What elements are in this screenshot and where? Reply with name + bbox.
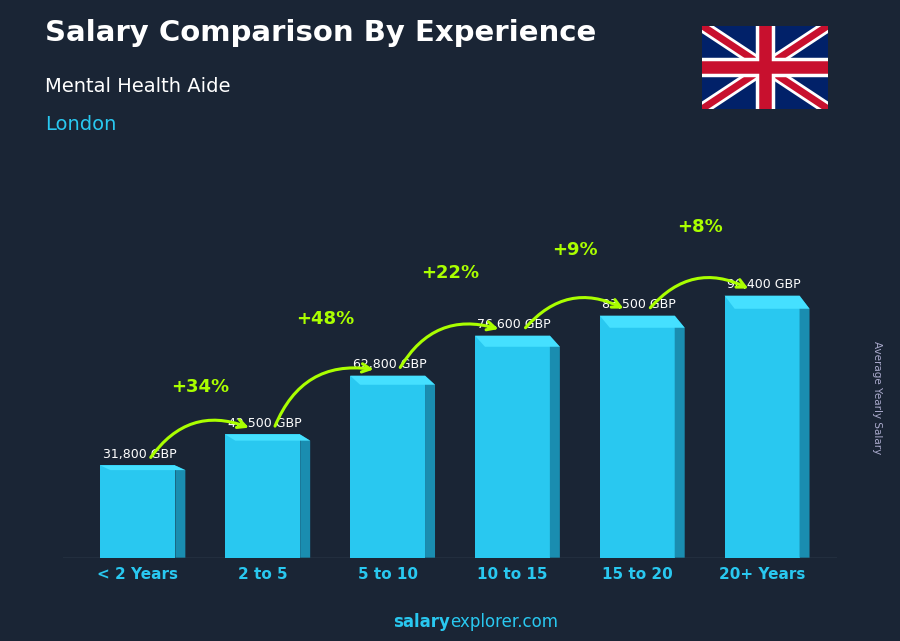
Polygon shape [550,336,560,558]
Text: +48%: +48% [296,310,355,328]
Polygon shape [475,336,560,347]
Text: 83,500 GBP: 83,500 GBP [602,298,676,312]
Text: Mental Health Aide: Mental Health Aide [45,77,230,96]
Polygon shape [350,376,425,558]
Polygon shape [799,296,809,558]
Polygon shape [176,465,185,558]
Polygon shape [425,376,435,558]
Text: Average Yearly Salary: Average Yearly Salary [872,341,883,454]
Polygon shape [475,336,550,558]
Polygon shape [101,465,185,470]
Text: +34%: +34% [171,378,230,395]
Text: +22%: +22% [421,264,479,282]
Text: salary: salary [393,613,450,631]
Text: London: London [45,115,116,135]
Text: explorer.com: explorer.com [450,613,558,631]
Polygon shape [599,315,685,328]
Polygon shape [599,315,675,558]
Text: 62,800 GBP: 62,800 GBP [353,358,427,371]
Text: 90,400 GBP: 90,400 GBP [727,278,801,291]
Polygon shape [675,315,685,558]
Text: Salary Comparison By Experience: Salary Comparison By Experience [45,19,596,47]
Polygon shape [225,435,301,558]
Polygon shape [225,435,310,440]
Text: 31,800 GBP: 31,800 GBP [103,448,176,461]
Text: 76,600 GBP: 76,600 GBP [478,319,551,331]
Polygon shape [301,435,310,558]
Polygon shape [350,376,435,385]
Text: +8%: +8% [677,218,723,236]
Text: +9%: +9% [552,241,598,259]
Polygon shape [724,296,809,309]
Text: 42,500 GBP: 42,500 GBP [228,417,302,430]
Polygon shape [101,465,176,558]
Polygon shape [724,296,799,558]
